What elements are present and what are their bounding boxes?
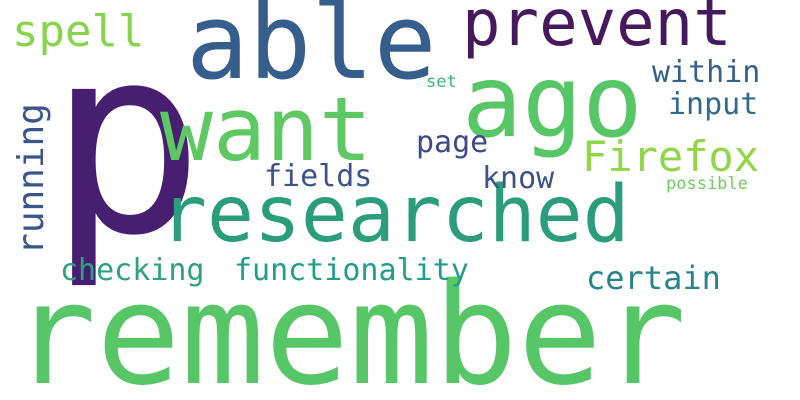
word-functionality: functionality — [234, 256, 469, 286]
word-know: know — [482, 164, 554, 194]
word-researched: researched — [160, 176, 630, 254]
word-able: able — [186, 0, 436, 94]
word-running: running — [14, 76, 50, 282]
word-checking: checking — [60, 256, 205, 286]
word-set: set — [426, 74, 457, 91]
word-prevent: prevent — [462, 0, 732, 56]
word-within: within — [652, 58, 760, 88]
word-firefox: Firefox — [582, 136, 759, 178]
word-certain: certain — [586, 262, 721, 294]
word-spell: spell — [12, 10, 144, 54]
word-fields: fields — [264, 162, 372, 192]
word-possible: possible — [666, 176, 748, 193]
word-page: page — [416, 128, 488, 158]
word-input: input — [668, 90, 758, 120]
